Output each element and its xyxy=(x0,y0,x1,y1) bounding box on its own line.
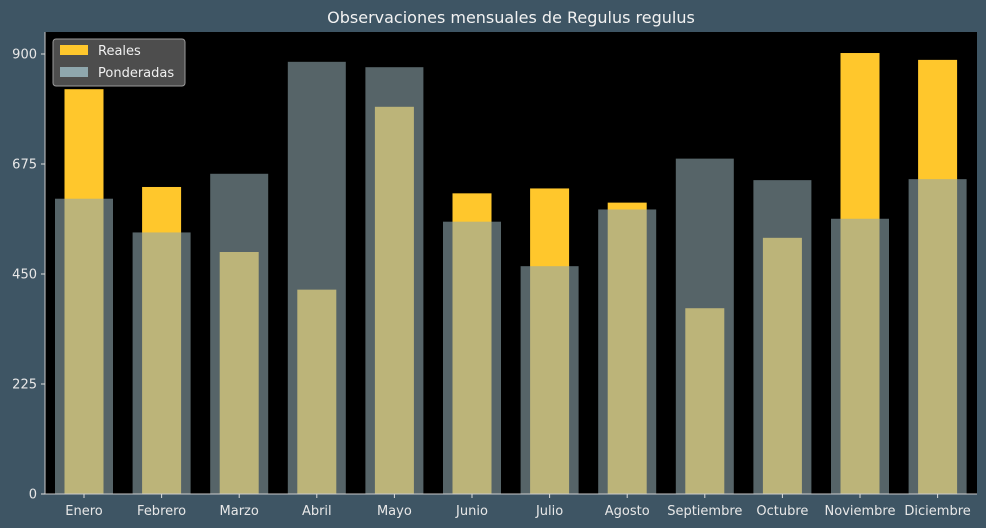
bar-ponderadas xyxy=(287,61,346,494)
y-tick-label: 0 xyxy=(29,488,37,503)
x-tick-label: Mayo xyxy=(377,504,412,519)
legend: Reales Ponderadas xyxy=(52,38,186,87)
bar-ponderadas xyxy=(210,173,269,494)
bar-ponderadas xyxy=(443,221,501,494)
bar-ponderadas xyxy=(831,218,889,494)
x-axis: Enero Febrero Marzo Abril Mayo Junio Julio Agos… xyxy=(45,493,977,519)
y-tick-label: 225 xyxy=(12,378,37,393)
y-tick-label: 675 xyxy=(12,158,37,173)
legend-label-ponderadas: Ponderadas xyxy=(98,66,174,81)
x-tick-label: Octubre xyxy=(756,504,808,519)
x-tick-label: Enero xyxy=(65,504,103,519)
chart-title: Observaciones mensuales de Regulus regul… xyxy=(327,8,695,27)
x-tick-label: Septiembre xyxy=(667,504,742,519)
legend-swatch-reales xyxy=(60,45,88,55)
y-axis: 0 225 450 675 900 xyxy=(12,32,46,503)
bar-ponderadas xyxy=(520,266,579,494)
y-tick-label: 900 xyxy=(12,48,37,63)
x-tick-label: Abril xyxy=(302,504,332,519)
bar-ponderadas xyxy=(675,158,734,494)
x-tick-label: Marzo xyxy=(220,504,259,519)
legend-label-reales: Reales xyxy=(98,44,141,59)
x-tick-label: Junio xyxy=(455,504,488,519)
bar-ponderadas xyxy=(132,232,191,494)
bar-ponderadas xyxy=(365,67,424,494)
y-tick-label: 450 xyxy=(12,268,37,283)
bar-ponderadas xyxy=(908,179,967,494)
x-tick-label: Diciembre xyxy=(904,504,970,519)
x-tick-label: Febrero xyxy=(137,504,186,519)
x-tick-label: Julio xyxy=(535,504,563,519)
bars-group xyxy=(55,53,967,495)
bar-ponderadas xyxy=(753,180,812,494)
x-tick-label: Noviembre xyxy=(825,504,896,519)
legend-swatch-ponderadas xyxy=(60,67,88,77)
plot-area xyxy=(45,32,977,494)
bar-ponderadas xyxy=(55,198,113,494)
x-tick-label: Agosto xyxy=(605,504,650,519)
bar-ponderadas xyxy=(598,209,657,494)
